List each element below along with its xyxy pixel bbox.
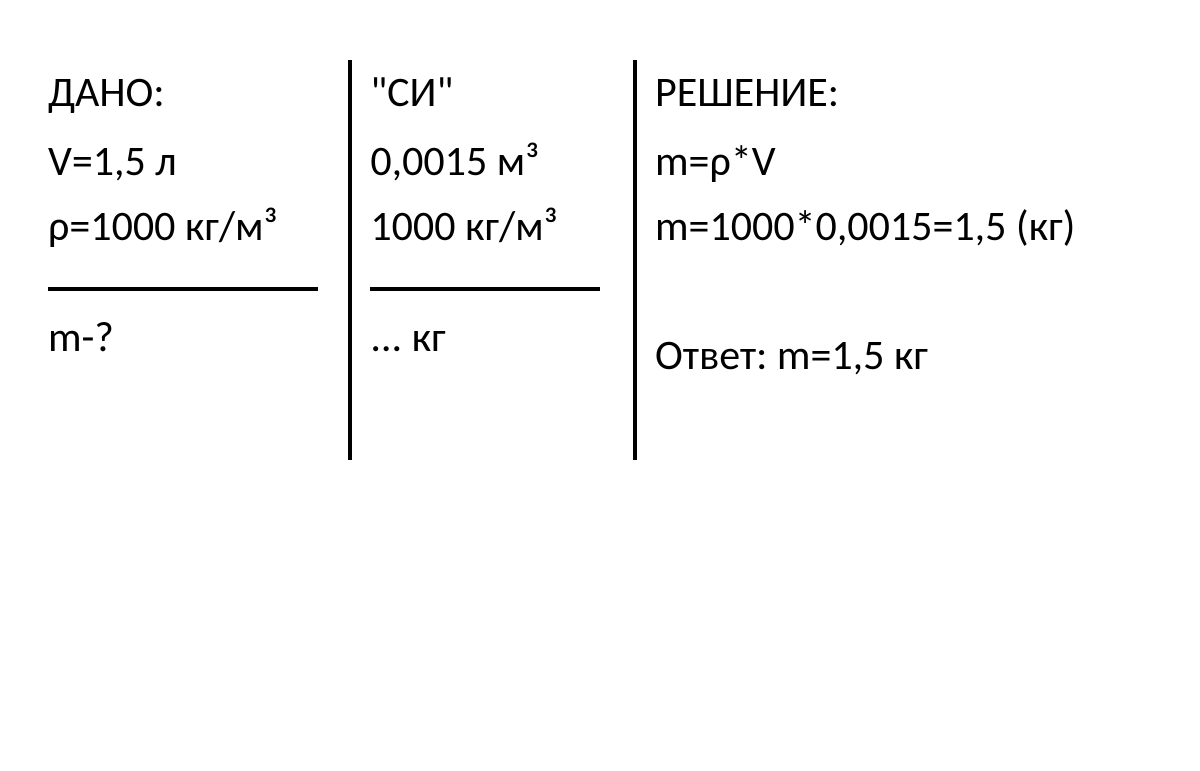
si-result-placeholder: ... кг [370, 305, 615, 370]
si-column: "СИ" 0,0015 м³ 1000 кг/м³ ... кг [352, 60, 633, 370]
solution-calc: m=1000*0,0015=1,5 (кг) [655, 194, 1182, 259]
given-divider [48, 287, 318, 291]
si-density: 1000 кг/м³ [370, 194, 615, 259]
given-header: ДАНО: [48, 60, 330, 125]
solution-column: РЕШЕНИЕ: m=ρ*V m=1000*0,0015=1,5 (кг) От… [637, 60, 1200, 388]
si-header: "СИ" [370, 60, 615, 125]
given-volume: V=1,5 л [48, 129, 330, 194]
solution-gap [655, 259, 1182, 323]
given-column: ДАНО: V=1,5 л ρ=1000 кг/м³ m-? [30, 60, 348, 370]
solution-formula: m=ρ*V [655, 129, 1182, 194]
physics-problem-layout: ДАНО: V=1,5 л ρ=1000 кг/м³ m-? "СИ" 0,00… [0, 0, 1200, 771]
given-find: m-? [48, 305, 330, 370]
three-column-layout: ДАНО: V=1,5 л ρ=1000 кг/м³ m-? "СИ" 0,00… [30, 60, 1200, 460]
solution-header: РЕШЕНИЕ: [655, 60, 1182, 125]
si-divider [370, 287, 600, 291]
given-density: ρ=1000 кг/м³ [48, 194, 330, 259]
si-volume: 0,0015 м³ [370, 129, 615, 194]
solution-answer: Ответ: m=1,5 кг [655, 323, 1182, 388]
